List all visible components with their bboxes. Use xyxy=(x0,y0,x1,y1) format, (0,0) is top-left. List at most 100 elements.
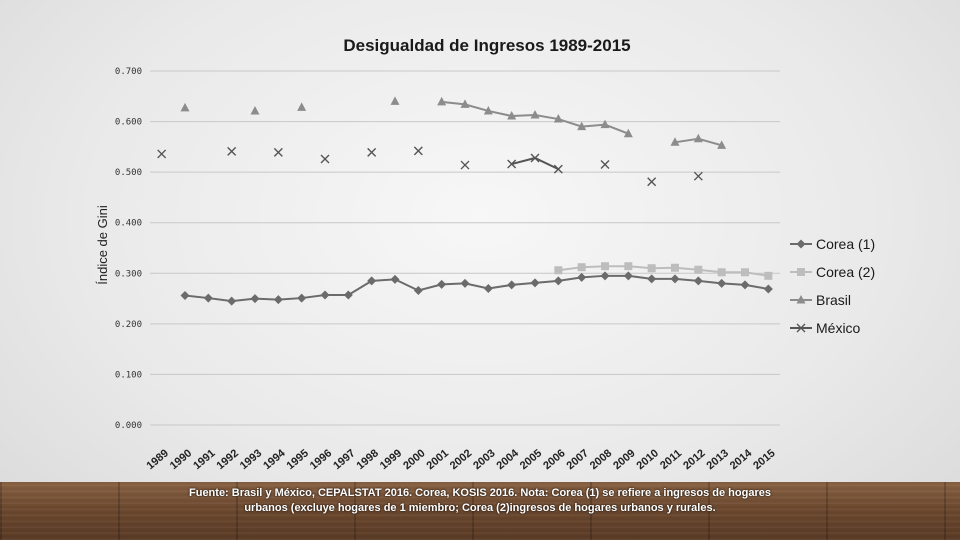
legend-label: México xyxy=(816,320,861,336)
data-point xyxy=(157,149,167,159)
data-point xyxy=(553,276,563,286)
x-tick-label: 1998 xyxy=(355,447,381,472)
legend-item-m-xico: México xyxy=(790,320,861,336)
y-tick-label: 0.600 xyxy=(115,118,142,128)
x-tick-label: 1990 xyxy=(168,447,194,472)
data-point xyxy=(273,295,283,305)
legend-item-brasil: Brasil xyxy=(790,292,851,308)
data-point xyxy=(577,121,587,131)
data-point xyxy=(694,265,703,274)
data-point xyxy=(600,119,610,129)
data-point xyxy=(343,290,353,300)
data-point xyxy=(796,239,806,249)
data-point xyxy=(460,278,470,288)
legend-label: Brasil xyxy=(816,292,851,308)
data-point xyxy=(601,262,609,271)
x-tick-label: 1989 xyxy=(145,447,171,472)
gridlines xyxy=(150,70,780,426)
legend-item-corea-1: Corea (1) xyxy=(790,236,875,252)
data-point xyxy=(647,177,657,187)
data-point xyxy=(367,147,377,157)
data-point xyxy=(553,114,563,123)
x-tick-label: 1994 xyxy=(261,447,288,472)
legend: Corea (1) Corea (2) Brasil México xyxy=(790,236,875,336)
x-tick-label: 1993 xyxy=(238,447,264,472)
x-tick-label: 1991 xyxy=(191,447,217,472)
series-brasil xyxy=(180,96,727,149)
data-point xyxy=(530,278,540,288)
x-tick-label: 2002 xyxy=(448,447,474,472)
data-point xyxy=(577,272,587,282)
data-point xyxy=(647,274,657,284)
data-point xyxy=(554,266,563,275)
data-point xyxy=(693,171,703,181)
data-point xyxy=(717,140,727,149)
x-tick-label: 1992 xyxy=(215,447,241,472)
y-tick-label: 0.700 xyxy=(115,67,142,77)
x-tick-label: 2001 xyxy=(425,447,451,472)
data-point xyxy=(227,296,237,306)
data-point xyxy=(740,280,750,290)
data-point xyxy=(250,105,260,115)
wooden-floor-background xyxy=(0,482,960,540)
x-tick-label: 1996 xyxy=(308,447,334,472)
data-point xyxy=(320,154,330,164)
y-tick-label: 0.300 xyxy=(115,269,142,279)
x-tick-label: 2005 xyxy=(518,447,544,472)
data-point xyxy=(180,291,190,301)
chart-title: Desigualdad de Ingresos 1989-2015 xyxy=(343,36,630,55)
series-corea-2 xyxy=(554,262,773,280)
data-point xyxy=(670,274,680,284)
data-point xyxy=(717,278,727,288)
legend-label: Corea (1) xyxy=(816,236,875,252)
x-tick-label: 2015 xyxy=(751,447,777,472)
x-tick-label: 2009 xyxy=(611,447,637,472)
series-layer xyxy=(157,96,773,306)
data-point xyxy=(763,284,773,294)
data-point xyxy=(483,105,493,115)
x-tick-label: 2003 xyxy=(471,447,497,472)
data-point xyxy=(530,153,540,163)
data-point xyxy=(390,96,400,105)
x-tick-label: 2008 xyxy=(588,447,614,472)
x-tick-label: 2000 xyxy=(401,447,427,472)
x-tick-label: 2012 xyxy=(681,447,707,472)
data-point xyxy=(460,160,470,170)
data-point xyxy=(437,96,447,106)
data-point xyxy=(647,264,656,273)
data-point xyxy=(624,262,633,271)
y-axis-label: Índice de Gini xyxy=(95,205,110,285)
data-point xyxy=(796,295,806,304)
data-point xyxy=(577,263,586,272)
x-tick-label: 2010 xyxy=(635,447,661,472)
y-tick-label: 0.000 xyxy=(115,421,142,431)
data-point xyxy=(623,128,633,138)
x-tick-label: 2007 xyxy=(565,447,591,472)
x-tick-label: 1997 xyxy=(331,447,357,472)
source-line-2: urbanos (excluye hogares de 1 miembro; C… xyxy=(244,502,716,514)
series-line xyxy=(558,265,769,277)
x-tick-label: 1999 xyxy=(378,447,404,472)
data-point xyxy=(320,290,330,300)
data-point xyxy=(297,293,307,303)
series-line xyxy=(184,274,769,303)
data-point xyxy=(203,293,213,303)
data-point xyxy=(553,164,563,174)
data-point xyxy=(180,102,190,112)
series-m-xico xyxy=(157,146,703,187)
data-point xyxy=(437,279,447,289)
data-point xyxy=(623,271,633,281)
data-point xyxy=(390,274,400,284)
legend-item-corea-2: Corea (2) xyxy=(790,264,875,280)
data-point xyxy=(273,147,283,157)
x-axis-ticks: 1989199019911992199319941995199619971998… xyxy=(145,447,778,472)
data-point xyxy=(460,99,470,108)
series-corea-1 xyxy=(180,271,773,306)
data-point xyxy=(507,111,517,120)
data-point xyxy=(600,160,610,170)
y-tick-label: 0.500 xyxy=(115,168,142,178)
data-point xyxy=(671,263,679,272)
x-tick-label: 2013 xyxy=(705,447,731,472)
data-point xyxy=(670,137,680,146)
